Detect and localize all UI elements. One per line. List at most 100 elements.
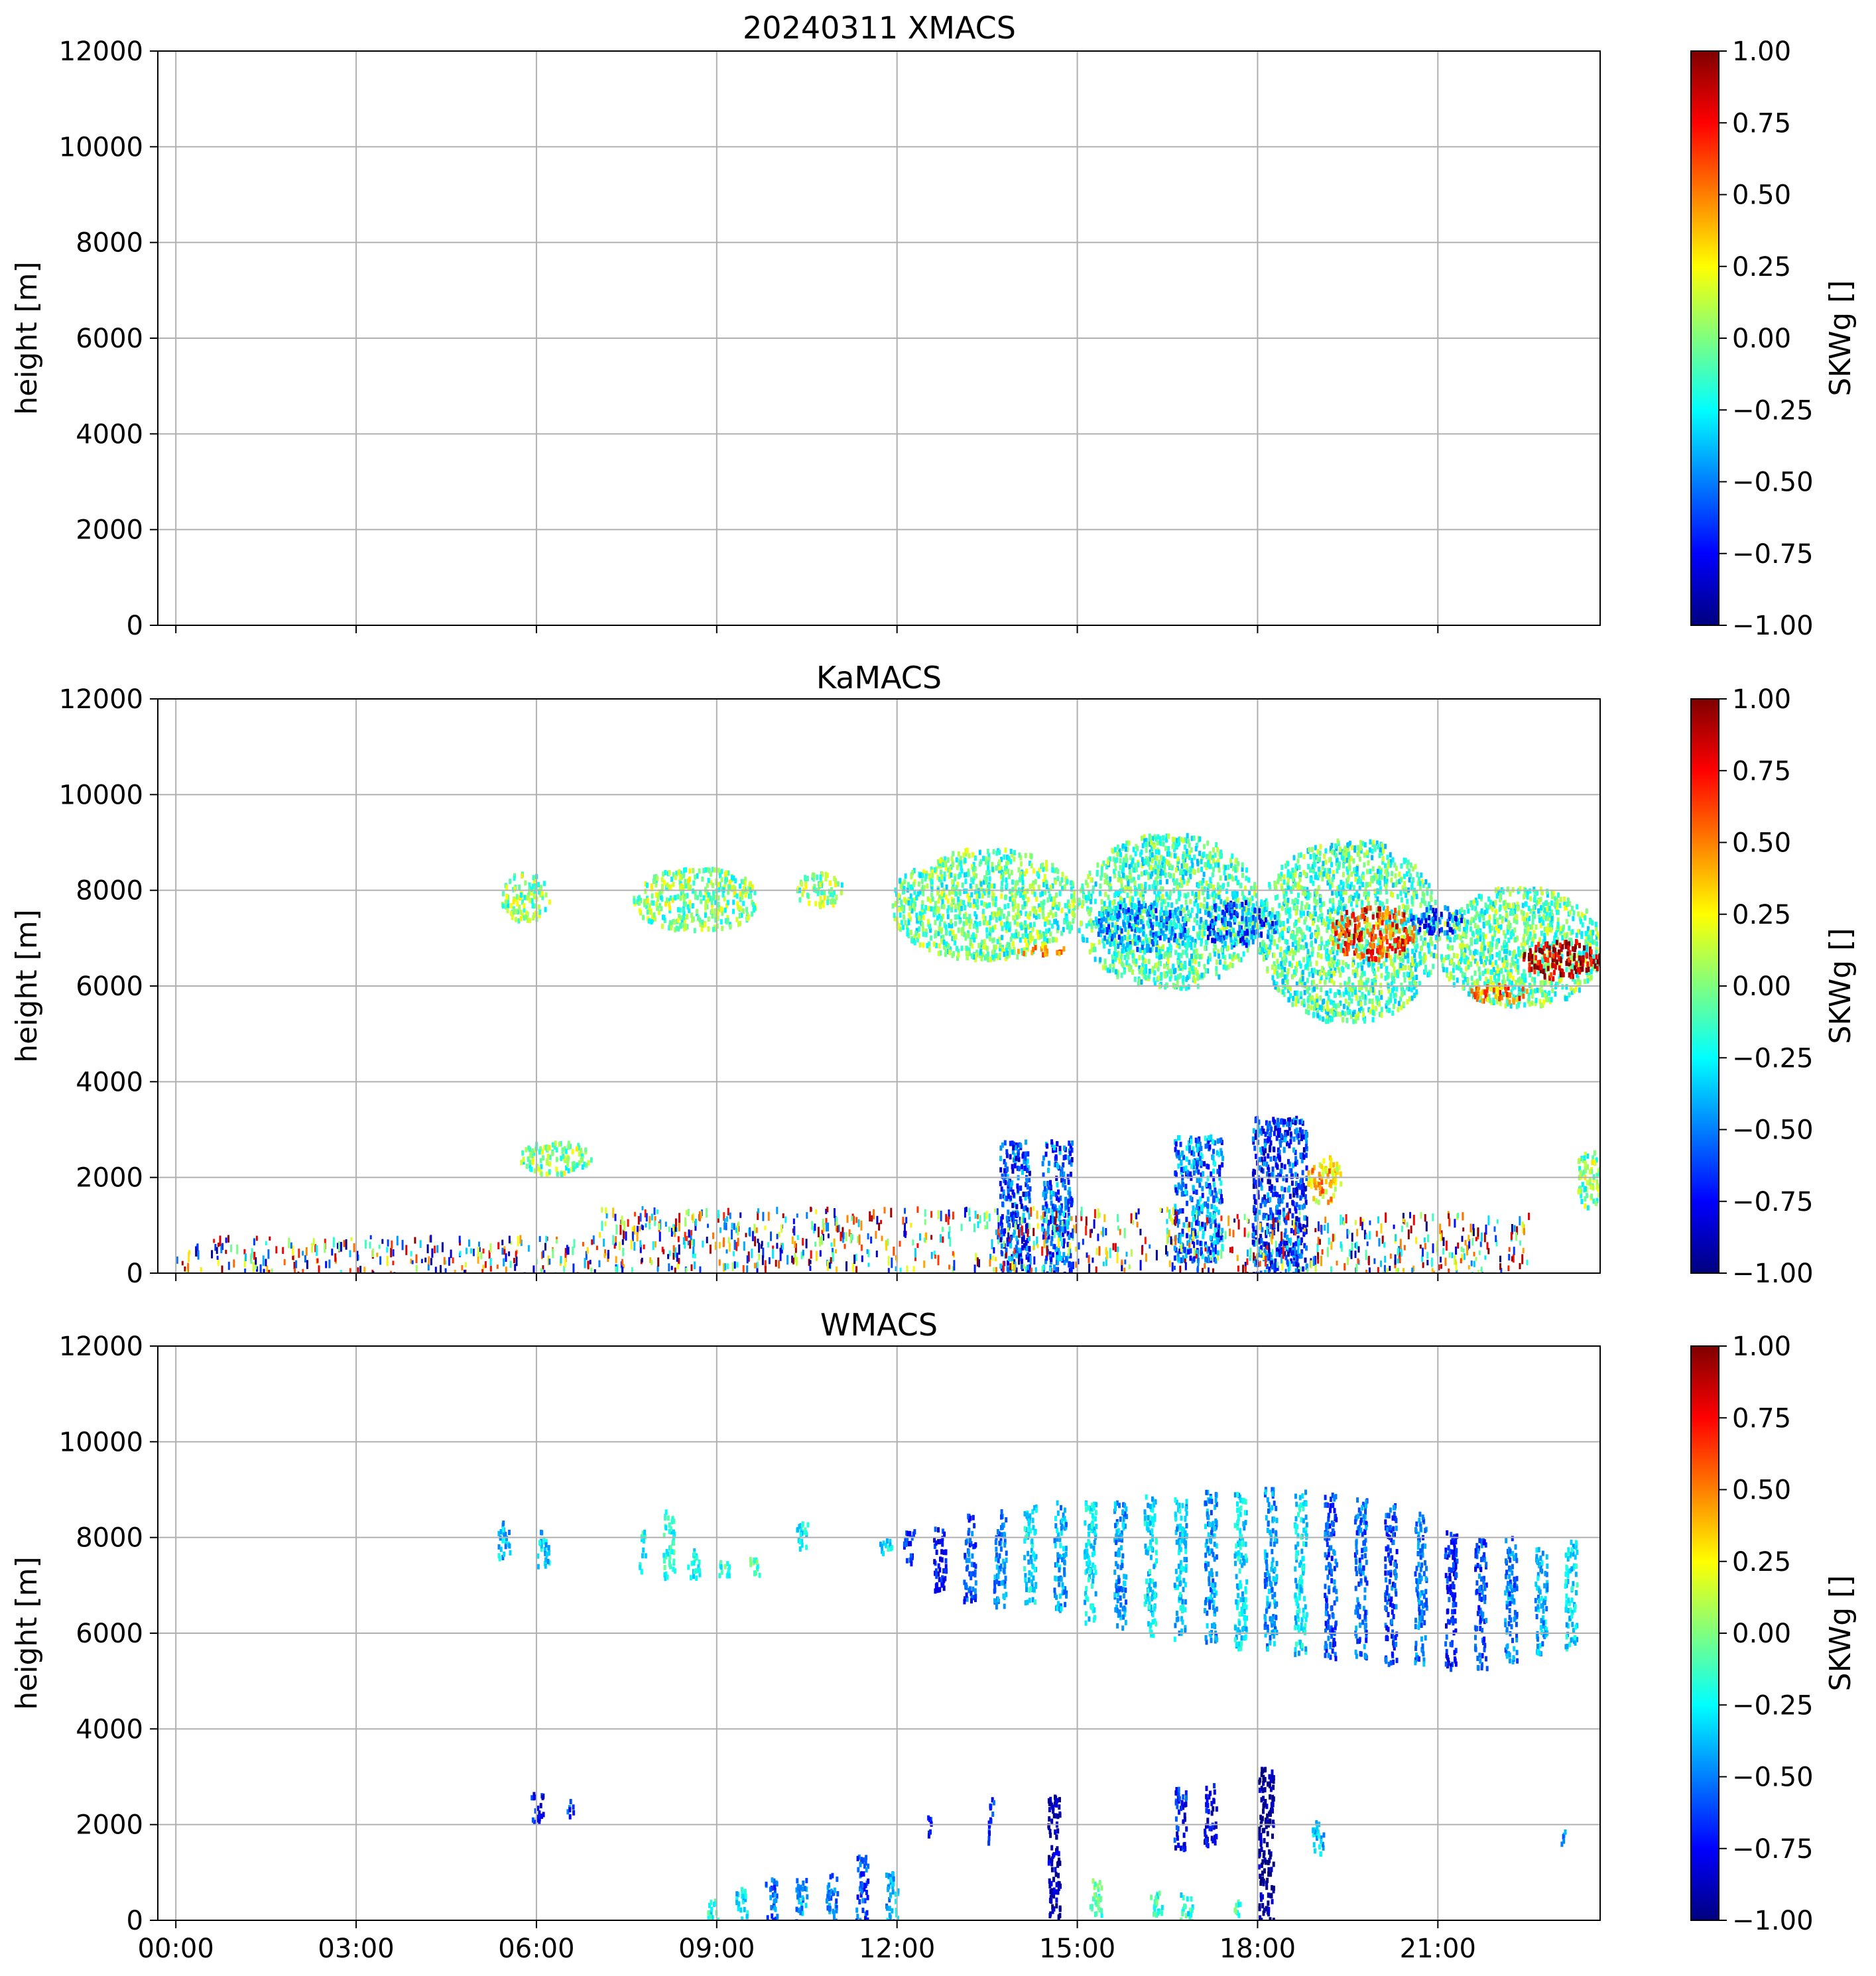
data-region-cloud (1331, 905, 1416, 963)
data-region-cloud (1438, 886, 1600, 1009)
data-region-cloud (1470, 982, 1529, 1005)
colorbar: 1.00 0.75 0.50 0.25 0.00 −0.25 −0.50 −0.75 −1.00… (1690, 1331, 1857, 1936)
data-region-stripe (903, 1529, 916, 1567)
data-region-stripe (796, 1521, 810, 1552)
data-region-stripe (963, 1513, 977, 1605)
colorbar-tick-label: 0.25 (1732, 900, 1791, 930)
y-tick-label: 12000 (59, 1331, 143, 1362)
y-tick-label: 8000 (76, 1523, 143, 1554)
data-region-stripe (1560, 1829, 1567, 1847)
colorbar-tick-label: −1.00 (1732, 611, 1814, 641)
heatmap-data (497, 1487, 1579, 1920)
data-region-stripe (687, 1548, 702, 1581)
colorbar-label: SKWg [] (1824, 928, 1857, 1044)
panel-title: WMACS (820, 1307, 938, 1343)
data-region-stripe (879, 1538, 894, 1556)
data-region-stripe (933, 1526, 948, 1594)
data-region-column (1251, 1115, 1308, 1273)
data-region-stripe (1233, 1899, 1242, 1918)
x-tick-label: 00:00 (138, 1934, 214, 1964)
x-tick-label: 15:00 (1039, 1934, 1115, 1964)
colorbar-tick-label: 0.25 (1732, 1547, 1791, 1577)
colorbar-label: SKWg [] (1824, 280, 1857, 397)
data-region-stripe (1089, 1878, 1103, 1918)
y-tick-label: 12000 (59, 684, 143, 715)
y-tick-label: 2000 (76, 515, 143, 546)
colorbar-tick-label: −0.50 (1732, 1115, 1814, 1146)
y-tick-label: 6000 (76, 971, 143, 1002)
y-tick-label: 0 (127, 1906, 143, 1936)
x-tick-label: 06:00 (498, 1934, 574, 1964)
data-region-stripe (662, 1509, 676, 1581)
data-region-stripe (1263, 1487, 1279, 1652)
colorbar-tick-label: 0.50 (1732, 180, 1791, 211)
data-region-stripe (1257, 1766, 1275, 1920)
grid (158, 698, 1600, 1274)
y-tick-label: 10000 (59, 132, 143, 162)
y-tick-label: 0 (127, 1259, 143, 1289)
data-region-stripe (1150, 1890, 1164, 1920)
data-region-cloud (1577, 1150, 1600, 1211)
colorbar-tick-label: −0.25 (1732, 1043, 1814, 1074)
data-region-stripe (707, 1898, 719, 1920)
colorbar-tick-label: 0.75 (1732, 756, 1791, 786)
data-region-stripe (1023, 1505, 1038, 1606)
data-region-stripe (1564, 1540, 1579, 1652)
colorbar-tick-label: 0.00 (1732, 1619, 1791, 1649)
y-tick-label: 10000 (59, 780, 143, 810)
data-region-stripe (885, 1871, 900, 1920)
data-region-stripe (1233, 1491, 1249, 1652)
data-region-stripe (1534, 1547, 1549, 1657)
data-region-stripe (765, 1877, 779, 1920)
y-tick-label: 8000 (76, 228, 143, 259)
data-region-noise (176, 1235, 598, 1273)
colorbar-tick-label: 0.50 (1732, 1475, 1791, 1506)
y-tick-label: 2000 (76, 1163, 143, 1194)
data-region-stripe (718, 1560, 731, 1579)
data-region-stripe (993, 1509, 1008, 1610)
colorbar-tick-label: −0.75 (1732, 1834, 1814, 1865)
data-region-stripe (1504, 1536, 1519, 1665)
colorbar: 1.00 0.75 0.50 0.25 0.00 −0.25 −0.50 −0.75 −1.00… (1690, 36, 1857, 641)
data-region-stripe (497, 1520, 512, 1562)
y-tick-label: 0 (127, 611, 143, 641)
y-tick-label: 4000 (76, 1067, 143, 1097)
data-region-stripe (1312, 1820, 1326, 1857)
colorbar-tick-label: −0.25 (1732, 395, 1814, 426)
y-axis-label: height [m] (10, 909, 44, 1062)
data-region-stripe (639, 1529, 647, 1575)
grid (158, 1345, 1600, 1921)
data-region-cloud (1017, 943, 1066, 957)
data-region-stripe (1047, 1794, 1062, 1920)
data-region-stripe (1353, 1497, 1369, 1661)
data-region-cloud (1095, 900, 1188, 954)
heatmap-data (176, 833, 1600, 1273)
data-region-stripe (855, 1854, 870, 1920)
colorbar-tick-label: 1.00 (1732, 36, 1791, 67)
data-region-stripe (1384, 1503, 1399, 1668)
y-tick-label: 8000 (76, 876, 143, 906)
y-tick-label: 12000 (59, 36, 143, 67)
y-tick-label: 4000 (76, 419, 143, 450)
colorbar-tick-label: −0.75 (1732, 1187, 1814, 1217)
colorbar-tick-label: 0.00 (1732, 324, 1791, 354)
data-region-stripe (1143, 1494, 1158, 1638)
colorbar-tick-label: 0.75 (1732, 1403, 1791, 1434)
data-region-cloud (1523, 939, 1600, 982)
figure-title: 20240311 XMACS (743, 10, 1016, 46)
colorbar-tick-label: 0.50 (1732, 828, 1791, 859)
data-region-stripe (1053, 1500, 1068, 1613)
data-region-cloud (633, 867, 757, 934)
colorbar-tick-label: 1.00 (1732, 1331, 1791, 1362)
data-region-stripe (566, 1799, 576, 1820)
data-region-cloud (1410, 905, 1464, 937)
data-region-stripe (1173, 1786, 1188, 1853)
data-region-stripe (536, 1530, 551, 1570)
y-tick-label: 6000 (76, 324, 143, 354)
data-region-stripe (1180, 1892, 1194, 1920)
panel-0: 0 2000 4000 6000 8000 10000 12000 height [m] 1.0… (10, 36, 1857, 641)
colorbar-tick-label: −1.00 (1732, 1259, 1814, 1289)
data-region-column (1041, 1139, 1074, 1273)
panels: 0 2000 4000 6000 8000 10000 12000 height [m] 1.0… (10, 36, 1857, 1964)
x-tick-label: 12:00 (859, 1934, 935, 1964)
